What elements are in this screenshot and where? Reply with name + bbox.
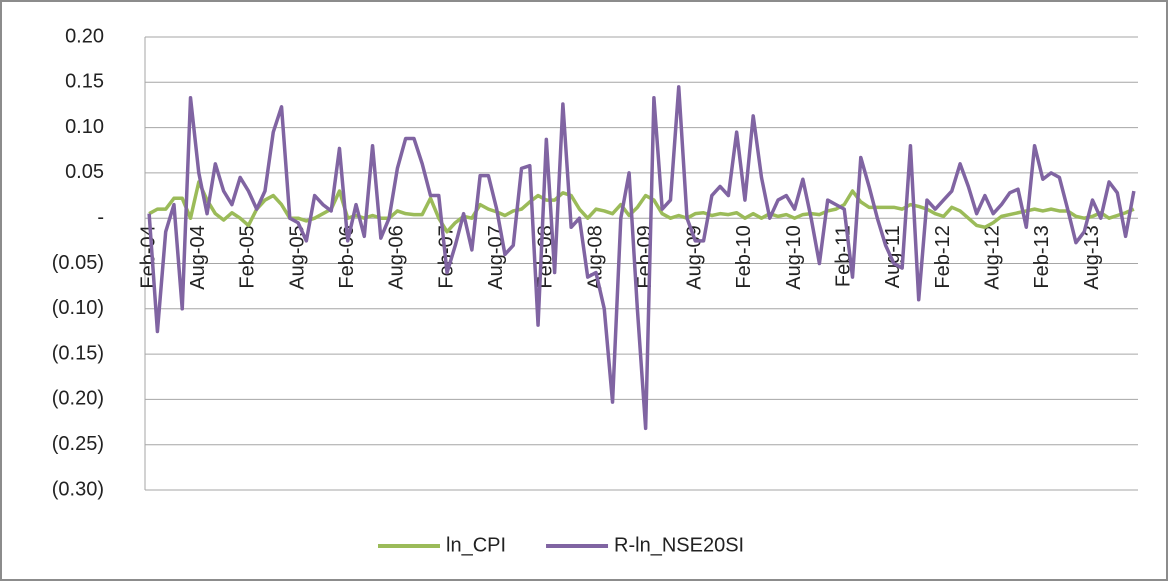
- y-tick-label: 0.20: [65, 25, 104, 47]
- x-tick-label: Aug-08: [584, 225, 606, 290]
- legend-label: R-ln_NSE20SI: [614, 534, 744, 556]
- x-tick-label: Aug-10: [783, 225, 805, 290]
- series-line: [148, 180, 1135, 234]
- x-tick-label: Feb-06: [336, 225, 358, 288]
- x-tick-label: Aug-12: [981, 225, 1003, 290]
- y-tick-label: (0.20): [52, 388, 104, 410]
- y-tick-label: (0.15): [52, 342, 104, 364]
- x-tick-label: Aug-05: [286, 225, 308, 290]
- y-tick-label: (0.25): [52, 433, 104, 455]
- x-tick-label: Feb-12: [932, 225, 954, 288]
- y-tick-label: (0.05): [52, 252, 104, 274]
- x-tick-label: Feb-04: [137, 225, 159, 288]
- x-tick-label: Feb-13: [1031, 225, 1053, 288]
- x-tick-label: Aug-13: [1081, 225, 1103, 290]
- x-tick-label: Feb-05: [237, 225, 259, 288]
- x-tick-label: Aug-04: [187, 225, 209, 290]
- x-tick-label: Aug-06: [386, 225, 408, 290]
- y-tick-label: -: [97, 206, 104, 228]
- y-tick-label: 0.05: [65, 161, 104, 183]
- x-tick-label: Aug-07: [485, 225, 507, 290]
- y-tick-label: 0.15: [65, 71, 104, 93]
- y-tick-label: (0.30): [52, 478, 104, 500]
- legend-label: ln_CPI: [446, 534, 506, 556]
- y-tick-label: (0.10): [52, 297, 104, 319]
- series-line: [147, 85, 1136, 431]
- x-tick-label: Aug-11: [882, 225, 904, 288]
- x-tick-label: Feb-10: [733, 225, 755, 288]
- y-tick-label: 0.10: [65, 116, 104, 138]
